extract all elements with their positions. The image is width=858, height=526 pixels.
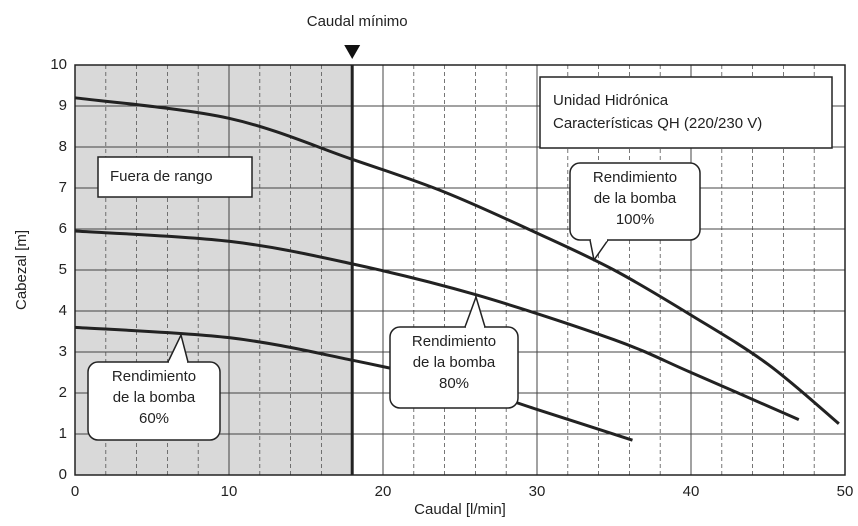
curve (74, 229, 800, 422)
y-tick-label: 8 (59, 138, 67, 155)
info-text: Unidad Hidrónica (553, 92, 669, 109)
x-tick-label: 40 (683, 483, 700, 500)
callout-pointer (464, 294, 486, 328)
callout-pointer (589, 239, 609, 262)
region-label-box (97, 156, 253, 198)
y-tick-label: 3 (59, 343, 67, 360)
x-tick-label: 30 (529, 483, 546, 500)
callout-text: de la bomba (413, 354, 496, 371)
callout-text: 80% (439, 375, 469, 392)
min-flow-marker (344, 45, 361, 59)
y-tick-label: 1 (59, 425, 67, 442)
info-text: Características QH (220/230 V) (553, 115, 762, 132)
curve (74, 96, 840, 425)
x-tick-label: 50 (837, 483, 854, 500)
callout-text: Rendimiento (593, 169, 677, 186)
region-label: Fuera de rango (110, 168, 213, 185)
y-tick-label: 5 (59, 261, 67, 278)
y-tick-label: 6 (59, 220, 67, 237)
callout-text: 100% (616, 211, 654, 228)
y-tick-label: 0 (59, 466, 67, 483)
y-tick-label: 2 (59, 384, 67, 401)
min-flow-label: Caudal mínimo (307, 13, 408, 30)
x-axis-label: Caudal [l/min] (414, 501, 506, 518)
x-tick-label: 20 (375, 483, 392, 500)
callout-pointer (167, 332, 189, 363)
y-tick-label: 9 (59, 97, 67, 114)
y-tick-label: 7 (59, 179, 67, 196)
plot-frame (74, 64, 846, 476)
callout-text: de la bomba (113, 389, 196, 406)
info-box (539, 76, 833, 149)
x-tick-label: 0 (71, 483, 79, 500)
callout-box (389, 326, 519, 409)
callout-box (569, 162, 701, 241)
callout-text: Rendimiento (112, 368, 196, 385)
callout-text: Rendimiento (412, 333, 496, 350)
callout-text: de la bomba (594, 190, 677, 207)
y-tick-label: 4 (59, 302, 67, 319)
callout-box (87, 361, 221, 441)
x-tick-label: 10 (221, 483, 238, 500)
curve (74, 325, 633, 442)
y-tick-label: 10 (50, 56, 67, 73)
y-axis-label: Cabezal [m] (13, 230, 30, 310)
callout-text: 60% (139, 410, 169, 427)
